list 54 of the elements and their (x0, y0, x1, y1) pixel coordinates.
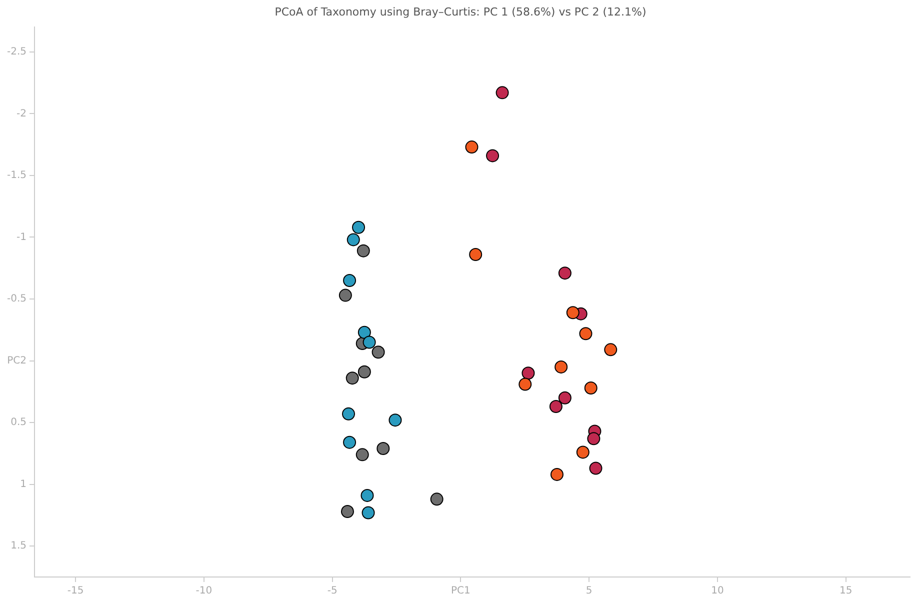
point (346, 233, 360, 246)
point (550, 468, 564, 481)
point (343, 274, 356, 287)
x-tick-label: -5 (327, 586, 338, 597)
x-tick-label: 15 (839, 586, 852, 597)
point (430, 492, 444, 506)
point (352, 220, 366, 234)
y-tick-label: -1.5 (6, 170, 27, 182)
y-tick-label: PC2 (7, 355, 27, 366)
point (584, 381, 598, 394)
x-tick-label: 10 (711, 586, 724, 597)
point (469, 248, 482, 262)
y-tick-label: -0.5 (6, 294, 27, 305)
point (465, 140, 478, 154)
point (576, 446, 590, 459)
point (343, 436, 356, 449)
point (486, 149, 500, 162)
point (554, 360, 568, 374)
point (362, 336, 376, 349)
point (522, 366, 535, 380)
point (340, 505, 354, 518)
point (358, 365, 371, 378)
point (358, 326, 371, 339)
point (360, 488, 374, 502)
point (587, 432, 600, 446)
point (558, 266, 572, 280)
point (356, 448, 369, 462)
point (579, 327, 592, 340)
x-tick-label: -10 (196, 586, 212, 597)
x-tick-label: -15 (67, 586, 84, 597)
x-tick-label: 5 (586, 586, 592, 597)
point (362, 506, 375, 520)
point (604, 343, 618, 356)
x-tick-label: PC1 (451, 586, 470, 597)
y-tick-label: -2.5 (6, 46, 27, 58)
point (589, 462, 602, 475)
point (342, 407, 356, 420)
y-tick-label: -1 (16, 232, 27, 243)
point (338, 288, 352, 302)
point (356, 244, 370, 258)
point (346, 372, 359, 385)
point (388, 414, 402, 427)
point (376, 442, 390, 456)
point (549, 400, 562, 413)
point (558, 391, 572, 404)
y-tick-label: 1.5 (10, 540, 27, 552)
chart-title: PCoA of Taxonomy using Bray–Curtis: PC 1 (58.6%) vs PC 2 (12.1%) (274, 5, 646, 18)
y-tick-label: 0.5 (10, 417, 27, 428)
y-tick-label: 1 (20, 478, 27, 490)
point (518, 378, 532, 391)
point (566, 306, 580, 320)
point (372, 346, 385, 359)
y-tick-label: -2 (16, 108, 27, 120)
point (496, 86, 509, 100)
